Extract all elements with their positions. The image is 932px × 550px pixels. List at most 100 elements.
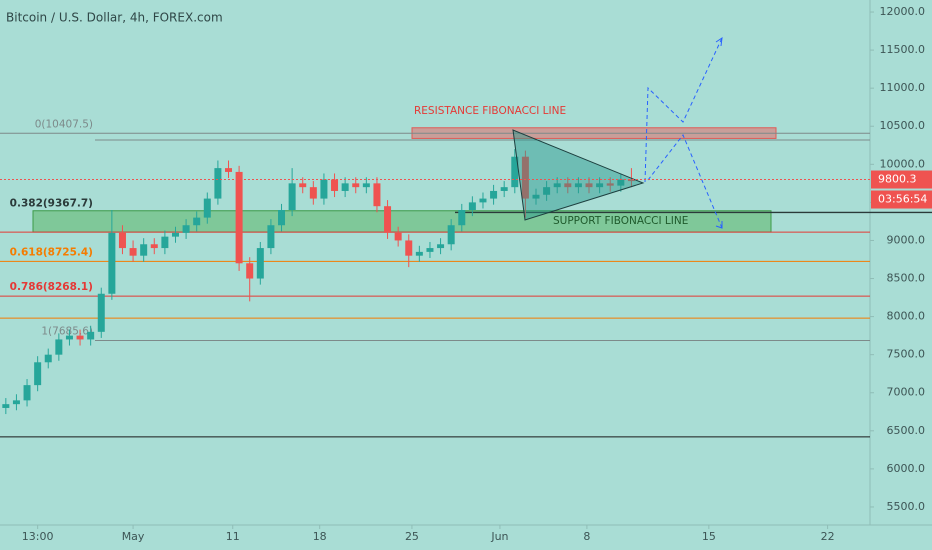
candle-body: [214, 168, 222, 199]
x-tick-label: 13:00: [22, 530, 54, 543]
candle-body: [171, 232, 179, 237]
countdown-label: 03:56:54: [878, 193, 927, 206]
y-tick-label: 9000.0: [887, 233, 926, 246]
candle-body: [596, 183, 604, 188]
y-tick-label: 11000.0: [880, 81, 926, 94]
candle-body: [44, 354, 52, 363]
candle-body: [331, 179, 339, 191]
candle-body: [55, 339, 63, 355]
candle-body: [543, 187, 551, 195]
arrow-head-up: [715, 36, 723, 47]
candle-body: [532, 194, 540, 199]
candle-body: [585, 183, 593, 188]
candle-body: [299, 183, 307, 188]
fib-label: 0.382(9367.7): [10, 197, 93, 209]
arrow-head-down: [715, 221, 723, 229]
y-tick-label: 6000.0: [887, 462, 926, 475]
fib-label: 0(10407.5): [35, 118, 93, 130]
candle-body: [34, 362, 42, 386]
candle-body: [447, 225, 455, 245]
x-tick-label: 18: [313, 530, 327, 543]
candle-body: [415, 251, 423, 256]
projection-up: [644, 37, 723, 183]
candle-body: [278, 210, 286, 226]
y-tick-label: 11500.0: [880, 43, 926, 56]
candle-body: [553, 183, 561, 188]
candle-body: [256, 248, 264, 279]
candle-body: [394, 232, 402, 241]
projection-down: [647, 134, 723, 229]
x-tick-label: Jun: [490, 530, 508, 543]
candle-body: [405, 240, 413, 256]
x-tick-label: 25: [405, 530, 419, 543]
candle-body: [426, 248, 434, 252]
candle-body: [118, 232, 126, 249]
candle-body: [2, 404, 10, 408]
y-tick-label: 8000.0: [887, 310, 926, 323]
chart-title: Bitcoin / U.S. Dollar, 4h, FOREX.com: [6, 11, 223, 25]
y-tick-label: 10500.0: [880, 119, 926, 132]
price-badge: [871, 170, 932, 189]
y-tick-label: 5500.0: [887, 500, 926, 513]
x-tick-label: 11: [226, 530, 240, 543]
x-tick-label: 15: [702, 530, 716, 543]
candle-body: [574, 183, 582, 188]
candle-body: [352, 183, 360, 188]
candle-body: [65, 335, 73, 340]
candle-body: [267, 225, 275, 249]
candle-body: [511, 156, 519, 188]
candle-body: [129, 248, 137, 256]
candle-body: [108, 232, 116, 294]
candle-body: [288, 183, 296, 210]
candle-body: [521, 156, 529, 199]
fib-label: 0.618(8725.4): [10, 246, 93, 258]
y-tick-label: 10000.0: [880, 157, 926, 170]
candle-body: [309, 187, 317, 199]
candle-body: [97, 293, 105, 332]
candle-body: [458, 210, 466, 226]
price-badge-label: 9800.3: [878, 173, 917, 186]
candle-body: [246, 263, 254, 279]
candle-body: [606, 183, 614, 186]
candle-body: [140, 244, 148, 256]
candle-body: [87, 331, 95, 340]
fib-label: 0.786(8268.1): [10, 281, 93, 293]
candle-body: [468, 202, 476, 210]
y-tick-label: 12000.0: [880, 5, 926, 18]
candle-body: [564, 183, 572, 188]
candle-body: [150, 244, 158, 249]
x-tick-label: May: [122, 530, 145, 543]
y-tick-label: 8500.0: [887, 272, 926, 285]
candle-body: [373, 183, 381, 207]
candle-body: [500, 187, 508, 191]
candle-body: [384, 206, 392, 233]
candle-body: [479, 198, 487, 203]
candle-body: [627, 179, 635, 182]
candle-body: [437, 244, 445, 249]
y-tick-label: 7000.0: [887, 386, 926, 399]
candle-body: [23, 385, 31, 401]
resistance-label: RESISTANCE FIBONACCI LINE: [414, 105, 566, 117]
candle-body: [203, 198, 211, 218]
candle-body: [161, 236, 169, 249]
x-tick-label: 22: [821, 530, 835, 543]
candle-body: [490, 190, 498, 199]
candle-body: [320, 179, 328, 199]
candle-body: [362, 183, 370, 188]
candle-body: [235, 171, 243, 264]
candle-body: [193, 217, 201, 226]
triangle-pattern: [512, 129, 645, 221]
candle-body: [12, 400, 20, 405]
candle-body: [225, 168, 233, 172]
candle-body: [182, 225, 190, 233]
y-tick-label: 6500.0: [887, 424, 926, 437]
candle-body: [341, 183, 349, 191]
countdown-badge: [871, 190, 932, 209]
y-tick-label: 7500.0: [887, 348, 926, 361]
support-label: SUPPORT FIBONACCI LINE: [553, 215, 688, 227]
candle-body: [617, 179, 625, 186]
x-tick-label: 8: [583, 530, 590, 543]
